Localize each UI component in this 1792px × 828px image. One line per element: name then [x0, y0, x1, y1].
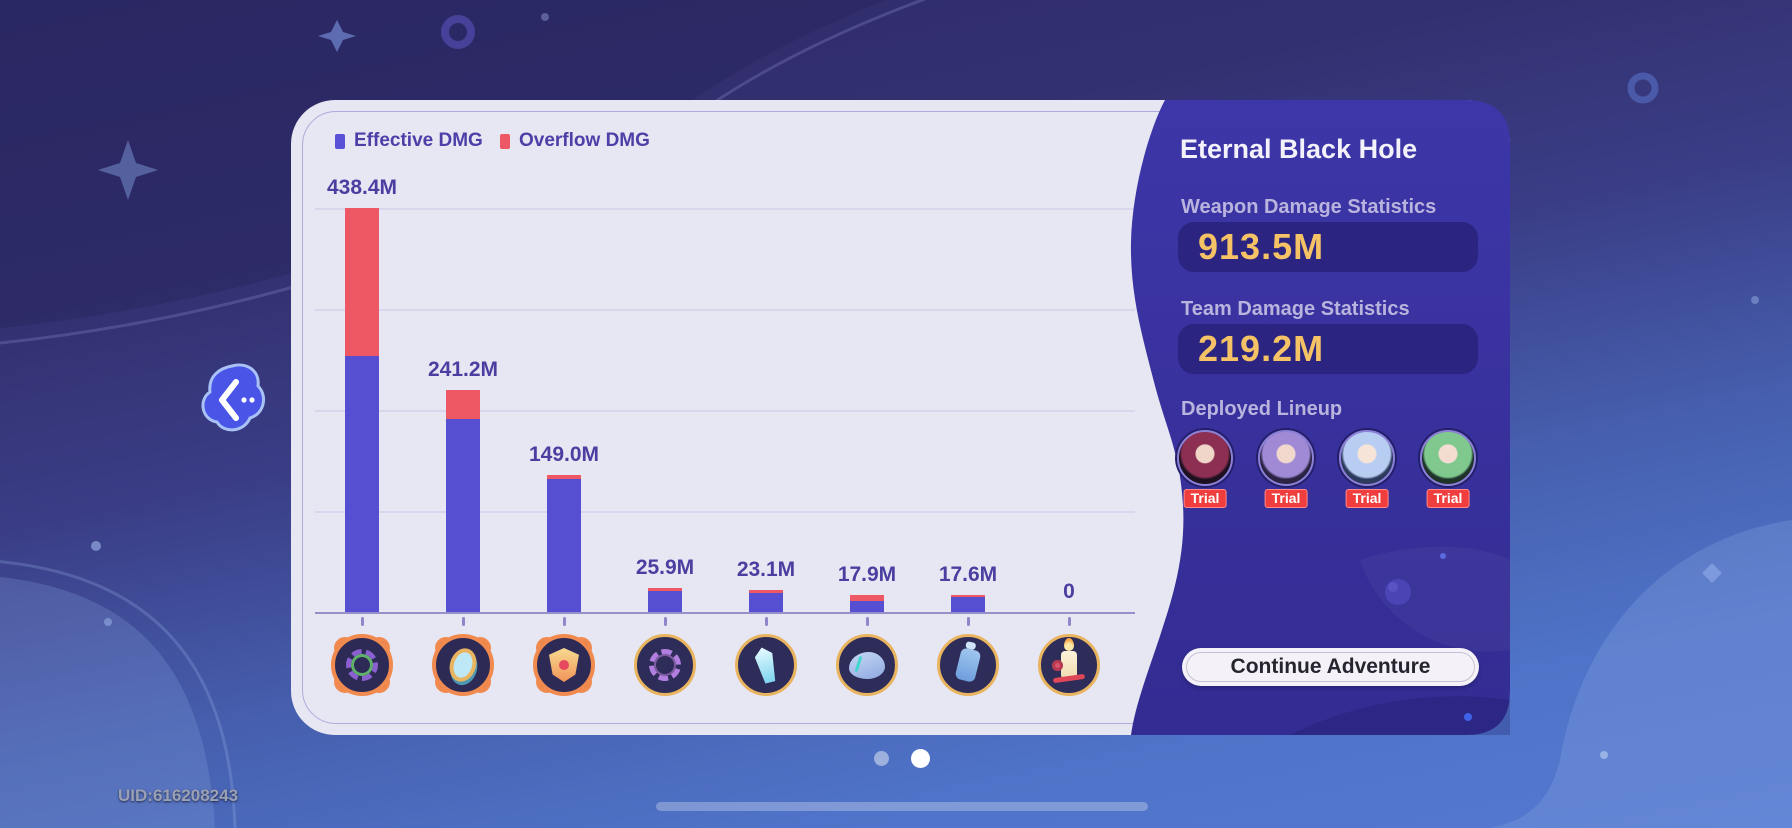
team-stats-value: 219.2M — [1198, 328, 1325, 369]
page-dot[interactable] — [874, 750, 889, 766]
weapon-stats-label: Weapon Damage Statistics — [1181, 196, 1437, 218]
weapon-stats-value: 913.5M — [1198, 226, 1325, 267]
gesture-bar[interactable] — [656, 802, 1148, 811]
trial-badge: Trial — [1345, 489, 1389, 508]
overflow-dmg-label: Overflow DMG — [519, 130, 650, 151]
effective-dmg-swatch — [335, 133, 345, 149]
team-stats-label: Team Damage Statistics — [1181, 298, 1410, 320]
weapon-stats-box: 913.5M — [1178, 222, 1478, 272]
overflow-dmg-swatch — [500, 133, 510, 149]
uid-label: UID:616208243 — [118, 786, 239, 805]
trial-badge: Trial — [1426, 489, 1470, 508]
black-swan-avatar[interactable] — [1258, 430, 1314, 486]
back-blob — [201, 363, 266, 432]
page-dot-active[interactable] — [911, 748, 930, 768]
team-stats-box: 219.2M — [1178, 324, 1478, 374]
trial-badge: Trial — [1183, 489, 1227, 508]
continue-adventure-button[interactable]: Continue Adventure — [1182, 648, 1479, 686]
effective-dmg-label: Effective DMG — [354, 130, 483, 151]
back-button[interactable] — [198, 362, 266, 438]
robin-avatar[interactable] — [1339, 430, 1395, 486]
kafka-avatar[interactable] — [1177, 430, 1233, 486]
huohuo-avatar[interactable] — [1420, 430, 1476, 486]
legend-effective: Effective DMG — [335, 130, 483, 152]
trial-badge: Trial — [1264, 489, 1308, 508]
back-chevron-icon — [219, 379, 239, 421]
deployed-lineup-label: Deployed Lineup — [1181, 398, 1343, 420]
stage-title: Eternal Black Hole — [1180, 134, 1418, 164]
legend-overflow: Overflow DMG — [500, 130, 650, 152]
